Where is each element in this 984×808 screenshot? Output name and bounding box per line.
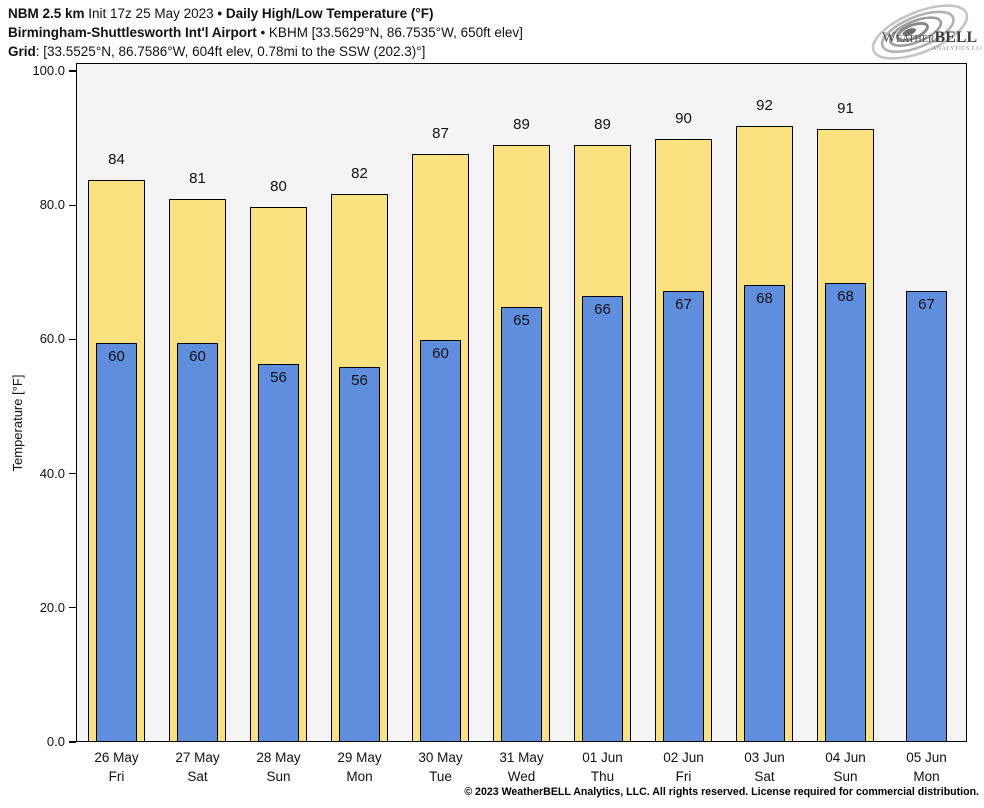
low-temp-bar [339, 366, 380, 742]
x-axis-label: 02 Jun Fri [641, 748, 727, 786]
x-axis-label: 31 May Wed [479, 748, 565, 786]
low-temp-value: 68 [837, 288, 854, 306]
init-time: Init 17z 25 May 2023 [84, 6, 218, 21]
weatherbell-logo: WEATHERBELL ANALYTICS LLC [866, 2, 984, 60]
x-label-date: 04 Jun [825, 750, 866, 765]
x-label-day: Tue [429, 769, 452, 784]
x-axis-label: 03 Jun Sat [722, 748, 808, 786]
model-name: NBM 2.5 km [8, 6, 85, 21]
low-temp-bar [420, 340, 461, 742]
high-temp-value: 81 [189, 170, 206, 188]
title-line-1: NBM 2.5 km Init 17z 25 May 2023 • Daily … [8, 5, 523, 24]
x-label-date: 03 Jun [744, 750, 785, 765]
high-temp-value: 92 [756, 97, 773, 115]
y-tick-mark [69, 70, 76, 72]
low-temp-bar [744, 285, 785, 742]
high-temp-value: 90 [675, 109, 692, 127]
low-temp-value: 60 [108, 347, 125, 365]
title-line-2: Birmingham-Shuttlesworth Int'l Airport •… [8, 24, 523, 43]
y-tick-mark [69, 607, 76, 609]
x-label-date: 31 May [499, 750, 544, 765]
low-temp-bar [906, 291, 947, 742]
y-tick-mark [69, 338, 76, 341]
x-axis-label: 27 May Sat [155, 748, 241, 786]
low-temp-value: 67 [675, 296, 692, 314]
high-temp-value: 80 [270, 177, 287, 195]
x-label-date: 26 May [94, 750, 139, 765]
x-label-day: Mon [346, 769, 373, 784]
svg-text:WEATHERBELL: WEATHERBELL [882, 29, 977, 46]
station-name: Birmingham-Shuttlesworth Int'l Airport [8, 24, 257, 40]
y-tick-label: 80.0 [39, 197, 65, 213]
x-label-day: Mon [913, 769, 940, 784]
x-label-date: 05 Jun [906, 750, 947, 765]
grid-meta: : [33.5525°N, 86.7586°W, 604ft elev, 0.7… [35, 43, 426, 59]
x-label-day: Fri [675, 769, 692, 784]
y-tick-label: 100.0 [32, 63, 65, 78]
y-tick-label: 40.0 [39, 465, 65, 481]
station-meta: • KBHM [33.5629°N, 86.7535°W, 650ft elev… [256, 24, 523, 40]
high-temp-value: 84 [108, 150, 125, 168]
y-tick-label: 60.0 [39, 331, 65, 347]
low-temp-bar [582, 295, 623, 742]
low-temp-bar [177, 342, 218, 742]
high-temp-value: 82 [351, 164, 368, 182]
copyright-notice: © 2023 WeatherBELL Analytics, LLC. All r… [464, 786, 979, 798]
low-temp-value: 60 [189, 347, 206, 365]
x-axis-label: 05 Jun Mon [884, 748, 970, 786]
logo-subtext: ANALYTICS LLC [932, 46, 982, 52]
low-temp-value: 56 [351, 371, 368, 389]
x-label-day: Wed [507, 769, 536, 784]
grid-label: Grid [8, 43, 36, 59]
x-label-day: Fri [108, 769, 125, 784]
low-temp-value: 66 [594, 300, 611, 318]
low-temp-bar [663, 291, 704, 742]
x-label-date: 30 May [418, 750, 463, 765]
high-temp-value: 89 [594, 116, 611, 134]
high-temp-value: 89 [513, 116, 530, 134]
x-axis-label: 26 May Fri [74, 748, 160, 786]
y-tick-mark [69, 204, 76, 206]
low-temp-bar [96, 342, 137, 742]
product-name: • Daily High/Low Temperature (°F) [217, 6, 434, 21]
x-label-date: 27 May [175, 750, 220, 765]
title-line-3: Grid: [33.5525°N, 86.7586°W, 604ft elev,… [8, 43, 523, 62]
x-label-day: Sat [754, 769, 775, 784]
x-label-day: Sun [266, 769, 291, 784]
chart-header: NBM 2.5 km Init 17z 25 May 2023 • Daily … [8, 5, 523, 61]
low-temp-bar [501, 307, 542, 742]
low-temp-value: 56 [270, 369, 287, 387]
x-axis-label: 30 May Tue [398, 748, 484, 786]
x-axis-label: 29 May Mon [317, 748, 403, 786]
low-temp-value: 68 [756, 290, 773, 308]
x-label-date: 28 May [256, 750, 301, 765]
x-axis-label: 04 Jun Sun [803, 748, 889, 786]
low-temp-bar [825, 283, 866, 742]
y-tick-label: 20.0 [39, 599, 65, 615]
x-label-day: Sat [187, 769, 208, 784]
y-tick-mark [69, 741, 76, 743]
x-label-date: 02 Jun [663, 750, 704, 765]
x-label-date: 01 Jun [582, 750, 623, 765]
y-tick-mark [69, 472, 76, 475]
y-tick-label: 0.0 [46, 734, 65, 749]
hurricane-swirl-icon: WEATHERBELL ANALYTICS LLC [871, 4, 984, 60]
x-axis-label: 01 Jun Thu [560, 748, 646, 786]
low-temp-value: 60 [432, 345, 449, 363]
low-temp-value: 65 [513, 312, 530, 330]
low-temp-bar [258, 364, 299, 742]
high-temp-value: 91 [837, 99, 854, 117]
x-axis-label: 28 May Sun [236, 748, 322, 786]
x-label-day: Sun [833, 769, 858, 784]
high-temp-value: 87 [432, 125, 449, 143]
x-label-date: 29 May [337, 750, 382, 765]
x-label-day: Thu [590, 769, 615, 784]
low-temp-value: 67 [918, 296, 935, 314]
